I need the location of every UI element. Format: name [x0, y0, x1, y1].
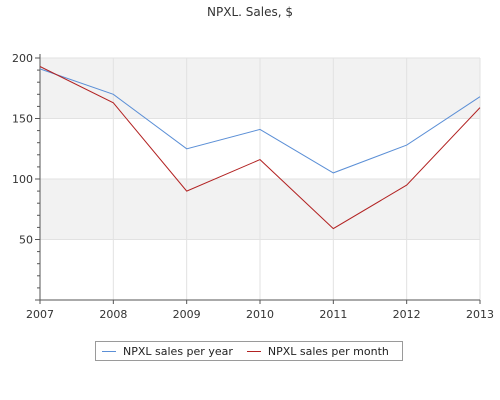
legend-swatch-series-2	[246, 350, 261, 352]
x-tick-label: 2008	[99, 308, 127, 321]
y-tick-labels: 50 100 150 200	[12, 52, 33, 247]
series-lines	[39, 66, 481, 230]
legend-swatch-series-1	[102, 350, 116, 352]
legend-entry-series-2: NPXL sales per month	[246, 344, 389, 358]
x-tick-label: 2011	[319, 308, 347, 321]
x-tick-label: 2010	[246, 308, 274, 321]
series-line-2	[39, 66, 481, 230]
y-tick-label: 200	[12, 52, 33, 65]
legend: NPXL sales per year NPXL sales per month	[95, 341, 403, 361]
x-tick-labels: 2007 2008 2009 2010 2011 2012 2013	[26, 308, 494, 321]
axes	[35, 54, 481, 304]
x-tick-label: 2009	[173, 308, 201, 321]
x-tick-label: 2013	[466, 308, 494, 321]
horizontal-gridlines	[40, 57, 480, 240]
x-tick-label: 2007	[26, 308, 54, 321]
legend-label-series-2: NPXL sales per month	[267, 344, 389, 358]
y-tick-label: 50	[19, 234, 33, 247]
y-tick-label: 150	[12, 113, 33, 126]
x-tick-label: 2012	[393, 308, 421, 321]
legend-entry-series-1: NPXL sales per year	[102, 345, 233, 358]
series-line-1	[39, 68, 481, 174]
y-tick-label: 100	[12, 173, 33, 186]
legend-label-series-1: NPXL sales per year	[123, 344, 233, 358]
chart-title: NPXL. Sales, $	[207, 5, 293, 19]
